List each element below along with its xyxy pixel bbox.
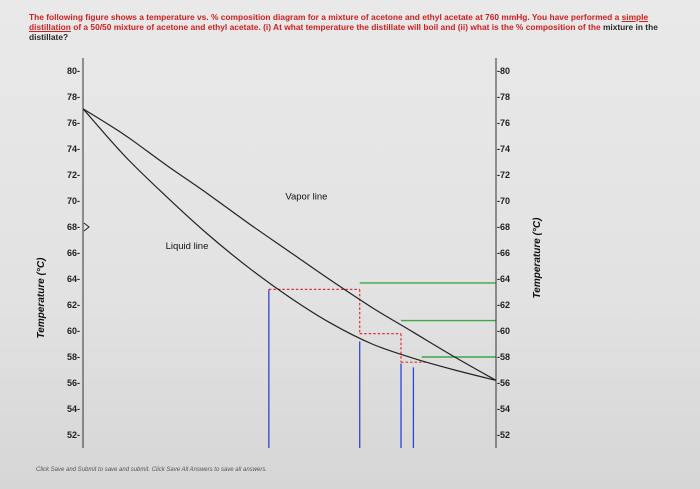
y-tick-label-right: -60 bbox=[497, 326, 510, 336]
y-tick-label-left: 80- bbox=[67, 66, 80, 76]
y-tick-label-left: 70- bbox=[67, 196, 80, 206]
y-tick-label-right: -52 bbox=[497, 430, 510, 440]
y-tick-label-left: 76- bbox=[67, 118, 80, 128]
question-part2: of a 50/50 mixture of acetone and ethyl … bbox=[70, 22, 601, 32]
question-part3: mixture in the distillate? bbox=[29, 22, 658, 42]
y-tick-label-left: 68- bbox=[67, 222, 80, 232]
y-tick-label-left: 62- bbox=[67, 300, 80, 310]
y-tick-label-right: -68 bbox=[497, 222, 510, 232]
y-tick-label-left: 72- bbox=[67, 170, 80, 180]
y-tick-label-right: -64 bbox=[497, 274, 510, 284]
y-tick-label-right: -58 bbox=[497, 352, 510, 362]
y-tick-label-right: -54 bbox=[497, 404, 510, 414]
vapor-line-label: Vapor line bbox=[285, 192, 327, 203]
y-tick-label-right: -56 bbox=[497, 378, 510, 388]
y-tick-label-right: -62 bbox=[497, 300, 510, 310]
axis-arrow-icon bbox=[83, 222, 90, 232]
y-tick-label-left: 58- bbox=[67, 352, 80, 362]
y-tick-label-right: -78 bbox=[497, 92, 510, 102]
y-tick-label-left: 66- bbox=[67, 248, 80, 258]
y-tick-label-left: 54- bbox=[67, 404, 80, 414]
y-tick-label-left: 64- bbox=[67, 274, 80, 284]
y-axis-title-left: Temperature (°C) bbox=[36, 257, 47, 339]
y-tick-label-left: 56- bbox=[67, 378, 80, 388]
liquid-line-label: Liquid line bbox=[166, 241, 209, 252]
vapor-line-curve bbox=[82, 108, 497, 381]
question-part1: The following figure shows a temperature… bbox=[29, 12, 620, 22]
liquid-line-curve bbox=[82, 108, 497, 381]
y-tick-label-right: -70 bbox=[497, 196, 510, 206]
y-tick-label-left: 78- bbox=[67, 92, 80, 102]
footer-note: Click Save and Submit to save and submit… bbox=[36, 467, 267, 473]
y-tick-label-right: -72 bbox=[497, 170, 510, 180]
question-underlined: simple distillation bbox=[29, 12, 649, 32]
y-tick-label-right: -74 bbox=[497, 144, 510, 154]
y-tick-label-left: 60- bbox=[67, 326, 80, 336]
y-tick-label-right: -66 bbox=[497, 248, 510, 258]
y-tick-label-right: -76 bbox=[497, 118, 510, 128]
y-tick-label-left: 52- bbox=[67, 430, 80, 440]
y-tick-label-right: -80 bbox=[497, 66, 510, 76]
y-tick-label-left: 74- bbox=[67, 144, 80, 154]
y-axis-title-right: Temperature (°C) bbox=[532, 217, 543, 299]
question-text: The following figure shows a temperature… bbox=[29, 12, 679, 42]
